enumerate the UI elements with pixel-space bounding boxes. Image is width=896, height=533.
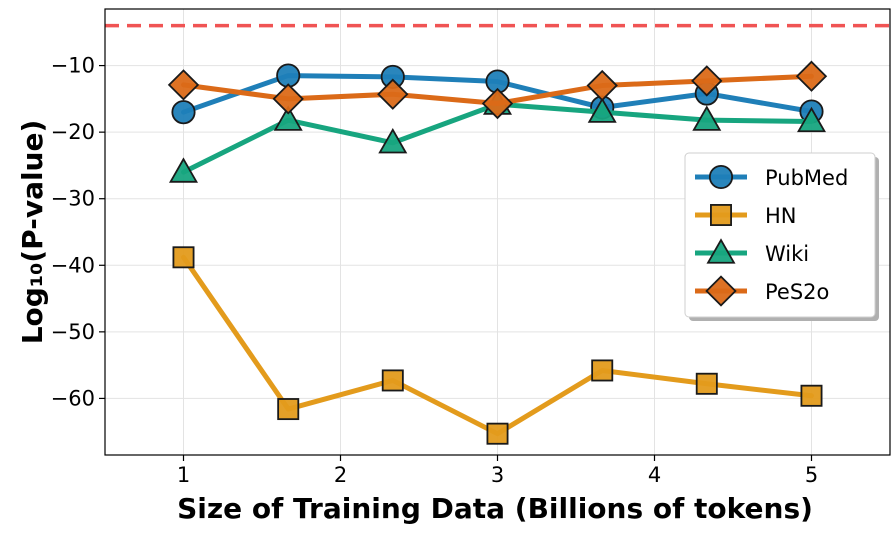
data-point-square: [277, 398, 300, 421]
y-tick-label: −30: [51, 187, 95, 211]
data-point-triangle: [168, 157, 199, 183]
legend-box: [684, 152, 876, 318]
y-tick-label: −60: [51, 386, 95, 410]
series-hn: [172, 246, 823, 445]
data-point-triangle: [692, 105, 722, 131]
data-point-square: [486, 422, 509, 445]
legend-item-pubmed: PubMed: [695, 164, 848, 190]
y-tick-label: −50: [51, 320, 95, 344]
data-point-diamond: [795, 60, 828, 92]
data-point-triangle: [587, 97, 617, 123]
data-point-square: [800, 384, 823, 407]
data-point-square: [695, 372, 718, 395]
data-point-square: [710, 204, 732, 226]
data-point-triangle: [706, 238, 736, 264]
legend-item-hn: HN: [695, 204, 797, 228]
legend-label: HN: [765, 204, 797, 228]
legend-item-pes2o: PeS2o: [695, 275, 829, 307]
x-tick-label: 5: [805, 463, 818, 487]
series-layer: [167, 60, 828, 445]
data-point-diamond: [377, 78, 409, 110]
y-axis: −60 −50 −40 −30 −20 −10: [51, 54, 105, 410]
y-axis-title: Log₁₀(P-value): [16, 120, 49, 345]
data-point-diamond: [586, 69, 618, 102]
data-point-square: [381, 369, 404, 392]
legend-item-wiki: Wiki: [695, 238, 809, 266]
x-axis-title: Size of Training Data (Billions of token…: [177, 492, 813, 525]
legend-label: Wiki: [765, 242, 809, 266]
data-point-square: [172, 246, 195, 269]
x-tick-label: 2: [334, 463, 347, 487]
data-point-circle: [171, 100, 196, 125]
data-point-triangle: [378, 128, 408, 154]
legend: PubMed HN Wiki PeS2o: [684, 152, 879, 321]
data-point-circle: [708, 164, 734, 190]
x-tick-label: 4: [648, 463, 661, 487]
data-point-diamond: [691, 65, 723, 97]
data-point-diamond: [272, 83, 304, 115]
x-tick-label: 3: [491, 463, 504, 487]
data-point-square: [591, 359, 614, 382]
series-pes2o: [167, 60, 828, 120]
data-point-triangle: [273, 105, 303, 131]
x-tick-label: 1: [177, 463, 190, 487]
y-tick-label: −20: [51, 120, 95, 144]
data-point-triangle: [796, 106, 827, 133]
y-tick-label: −10: [51, 54, 95, 78]
x-axis: 1 2 3 4 5: [177, 455, 818, 487]
data-point-diamond: [705, 275, 737, 307]
legend-label: PeS2o: [765, 280, 829, 304]
legend-label: PubMed: [765, 166, 848, 190]
data-point-diamond: [167, 69, 200, 101]
y-tick-label: −40: [51, 253, 95, 277]
data-point-diamond: [481, 87, 514, 120]
